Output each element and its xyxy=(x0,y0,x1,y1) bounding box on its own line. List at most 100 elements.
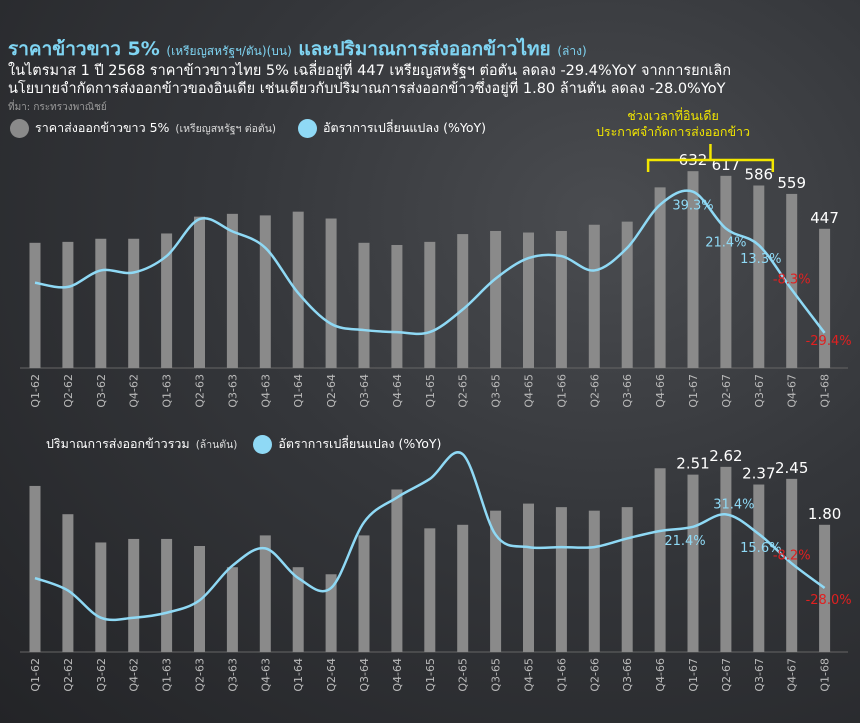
legend-bar-swatch-top xyxy=(10,118,29,138)
bottom-bar xyxy=(753,484,765,652)
bottom-bar xyxy=(687,474,699,652)
bottom-bar xyxy=(588,510,600,652)
bottom-bar xyxy=(819,524,831,652)
top-yoy-label: -8.3% xyxy=(773,273,811,288)
bottom-bar xyxy=(621,507,633,652)
bottom-tick-label: Q4-63 xyxy=(259,658,272,692)
bottom-bar xyxy=(786,478,798,652)
top-tick-label: Q4-62 xyxy=(128,374,141,408)
bottom-bar xyxy=(161,538,173,652)
legend-top: ราคาส่งออกข้าวขาว 5% (เหรียญสหรัฐฯ ต่อตั… xyxy=(10,118,486,138)
top-yoy-label: 21.4% xyxy=(705,236,746,251)
top-bar xyxy=(226,213,238,368)
india-restriction-annotation: ช่วงเวลาที่อินเดีย ประกาศจำกัดการส่งออกข… xyxy=(578,108,768,140)
top-bar xyxy=(523,232,534,368)
top-bar xyxy=(391,244,403,368)
bottom-bar xyxy=(128,538,140,652)
bottom-bar xyxy=(259,535,271,652)
title-unit: (เหรียญสหรัฐฯ/ตัน) xyxy=(166,44,267,58)
top-bar xyxy=(621,221,633,368)
bottom-tick-label: Q4-64 xyxy=(391,658,404,692)
bottom-tick-label: Q4-65 xyxy=(523,658,536,692)
legend-bar-unit-bottom: (ล้านตัน) xyxy=(195,438,238,451)
top-bar xyxy=(62,241,74,368)
top-yoy-label: -29.4% xyxy=(806,334,852,349)
legend-bar-unit-top: (เหรียญสหรัฐฯ ต่อตัน) xyxy=(175,122,276,135)
top-bar xyxy=(720,175,732,368)
bottom-tick-label: Q2-62 xyxy=(62,658,75,692)
top-bar xyxy=(654,187,666,368)
top-bar xyxy=(128,238,140,368)
top-bar-label: 617 xyxy=(712,156,741,174)
top-bar xyxy=(687,171,699,368)
top-bar xyxy=(325,218,337,368)
top-tick-label: Q2-65 xyxy=(457,374,470,408)
top-bar-label: 559 xyxy=(777,174,806,192)
bottom-bar-label: 2.62 xyxy=(709,447,742,465)
bottom-tick-label: Q1-62 xyxy=(29,658,42,692)
bottom-bar-label: 2.45 xyxy=(775,459,808,477)
bottom-bar xyxy=(720,466,732,652)
bottom-bar-label: 1.80 xyxy=(808,505,841,523)
top-yoy-label: 39.3% xyxy=(672,199,713,214)
top-tick-label: Q4-64 xyxy=(391,374,404,408)
top-bar xyxy=(29,242,41,368)
bottom-tick-label: Q1-63 xyxy=(161,658,174,692)
bottom-tick-label: Q2-66 xyxy=(588,658,601,692)
top-tick-label: Q1-68 xyxy=(819,374,832,408)
top-yoy-label: 13.3% xyxy=(740,252,781,267)
legend-line-label-top: อัตราการเปลี่ยนแปลง (%YoY) xyxy=(322,120,486,135)
bottom-bar xyxy=(457,524,469,652)
bottom-tick-label: Q2-67 xyxy=(720,658,733,692)
top-bar xyxy=(588,224,600,368)
bottom-bar xyxy=(424,528,436,652)
legend-bar-label-top: ราคาส่งออกข้าวขาว 5% xyxy=(35,120,170,135)
top-tick-label: Q1-65 xyxy=(424,374,437,408)
bottom-tick-label: Q1-66 xyxy=(555,658,568,692)
top-bar xyxy=(161,233,173,368)
bottom-bar xyxy=(29,485,41,652)
top-tick-label: Q4-63 xyxy=(259,374,272,408)
bottom-bar xyxy=(325,574,337,652)
bottom-tick-label: Q1-68 xyxy=(819,658,832,692)
bottom-tick-label: Q4-62 xyxy=(128,658,141,692)
top-bar xyxy=(786,193,798,368)
top-bar-label: 586 xyxy=(744,166,773,184)
top-bar xyxy=(95,238,107,368)
bottom-tick-label: Q3-65 xyxy=(490,658,503,692)
bottom-tick-label: Q3-63 xyxy=(226,658,239,692)
top-tick-label: Q2-66 xyxy=(588,374,601,408)
title-main-2: และปริมาณการส่งออกข้าวไทย xyxy=(298,38,551,60)
description: ในไตรมาส 1 ปี 2568 ราคาข้าวขาวไทย 5% เฉล… xyxy=(8,62,731,98)
top-tick-label: Q1-63 xyxy=(161,374,174,408)
top-bar-label: 447 xyxy=(810,209,839,227)
bottom-bar xyxy=(358,535,370,652)
bottom-tick-label: Q3-66 xyxy=(621,658,634,692)
legend-line-swatch-bottom xyxy=(253,434,273,454)
top-tick-label: Q1-67 xyxy=(687,374,700,408)
bottom-bar xyxy=(62,514,74,652)
bottom-yoy-label: 15.6% xyxy=(740,541,781,556)
title-position-bottom: (ล่าง) xyxy=(557,44,587,58)
top-tick-label: Q3-66 xyxy=(621,374,634,408)
bottom-tick-label: Q4-67 xyxy=(786,658,799,692)
legend-line-label-bottom: อัตราการเปลี่ยนแปลง (%YoY) xyxy=(278,436,442,451)
top-bar xyxy=(194,216,205,368)
bottom-bar xyxy=(292,567,304,652)
bottom-tick-label: Q1-67 xyxy=(687,658,700,692)
bottom-yoy-label: 21.4% xyxy=(664,534,705,549)
description-line-1: ในไตรมาส 1 ปี 2568 ราคาข้าวขาวไทย 5% เฉล… xyxy=(8,63,732,79)
legend-line-swatch-top xyxy=(297,118,317,138)
title-position-top: (บน) xyxy=(266,44,292,58)
top-tick-label: Q4-65 xyxy=(523,374,536,408)
legend-bottom: ปริมาณการส่งออกข้าวรวม (ล้านตัน) อัตรากา… xyxy=(46,434,441,454)
top-tick-label: Q1-66 xyxy=(555,374,568,408)
top-tick-label: Q4-67 xyxy=(786,374,799,408)
top-bar xyxy=(292,211,304,368)
bottom-yoy-label: -8.2% xyxy=(773,548,811,563)
annotation-line-2: ประกาศจำกัดการส่งออกข้าว xyxy=(595,124,751,139)
bottom-tick-label: Q1-64 xyxy=(292,658,305,692)
bottom-bar xyxy=(654,468,666,652)
bottom-tick-label: Q3-67 xyxy=(753,658,766,692)
top-tick-label: Q2-67 xyxy=(720,374,733,408)
